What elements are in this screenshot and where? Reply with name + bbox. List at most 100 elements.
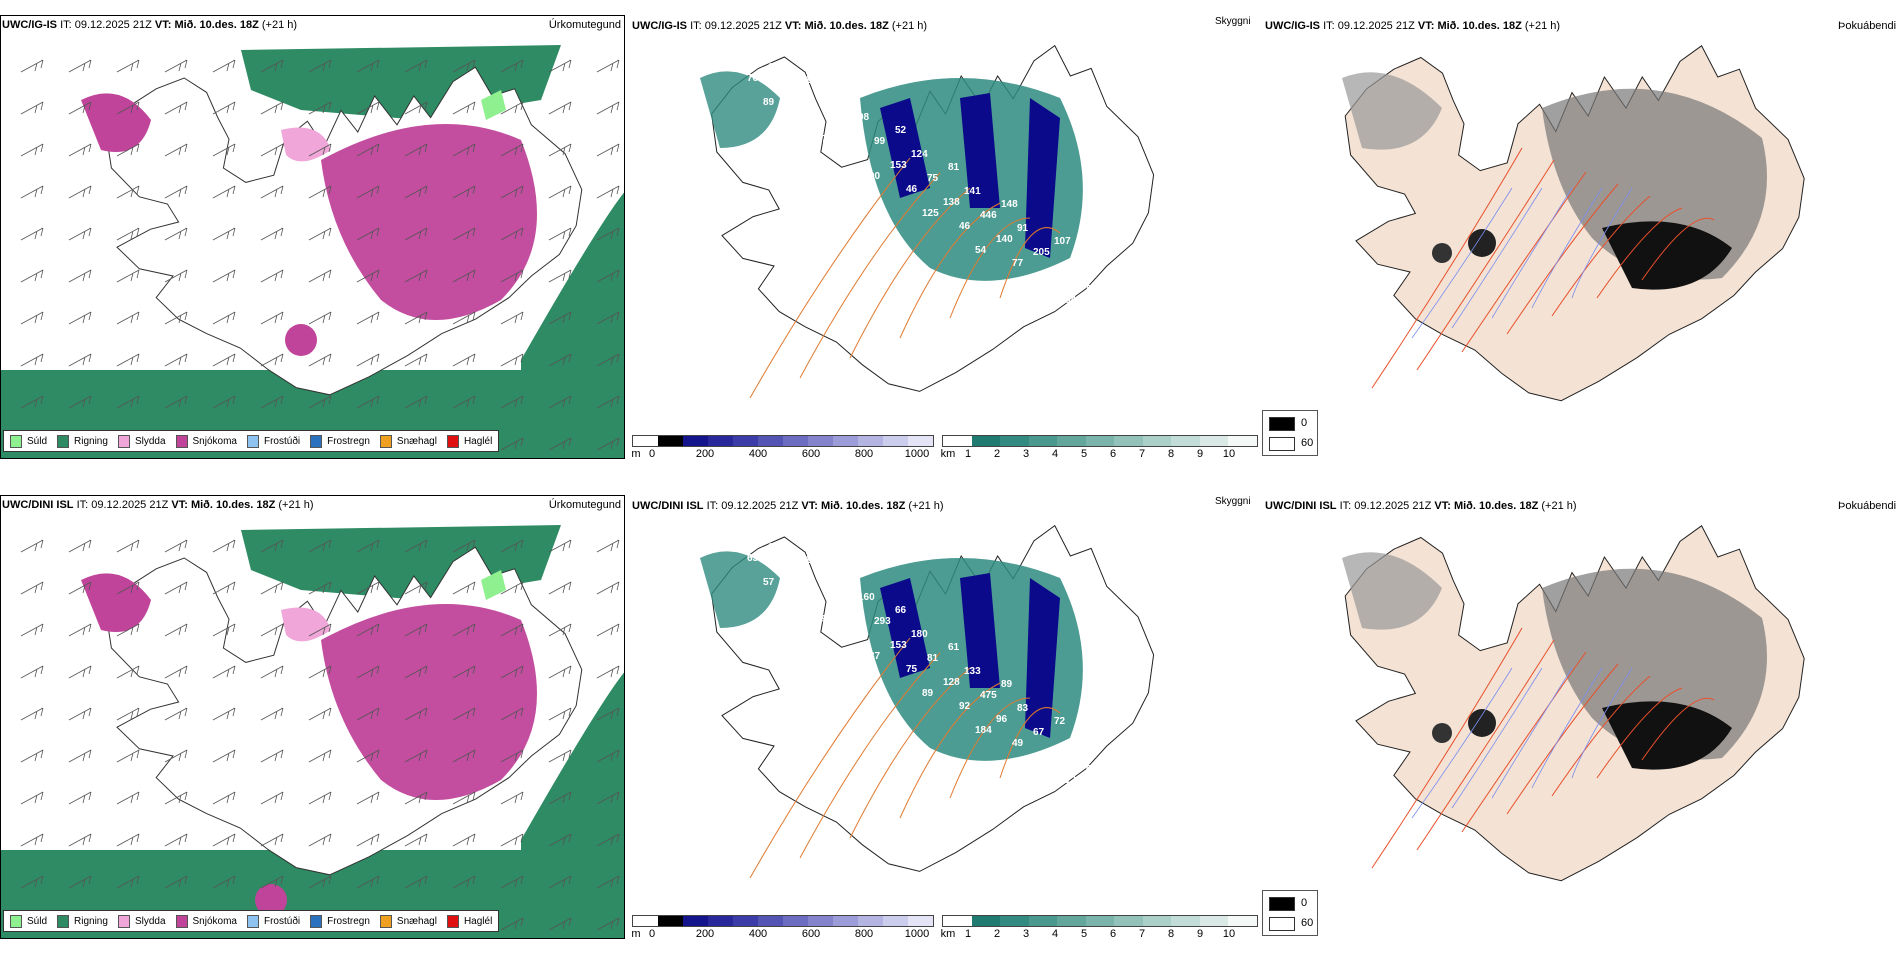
fog-indicator-label: Þokuábendi [1838,20,1897,32]
visibility-colorbar-segment [1028,436,1058,446]
wind-barb [164,185,188,199]
visibility-tick-label: 5 [1080,448,1088,460]
it-label: IT: [76,499,89,511]
legend-swatch [310,914,323,928]
wind-barb [500,437,524,451]
model-name: UWC/IG-IS [1265,20,1320,32]
wind-barb [164,143,188,157]
wind-barb [308,395,332,409]
legend-swatch [379,914,392,928]
wind-barb [548,791,572,805]
legend-swatch [117,434,130,448]
wind-barb [164,395,188,409]
wind-barb [164,707,188,721]
drizzle-area [481,90,506,120]
wind-barb [500,269,524,283]
wind-barb [68,833,92,847]
legend-item: Súld [10,434,47,448]
legend-swatch [10,914,22,928]
height-colorbar-segment [683,916,708,926]
wind-barb [548,143,572,157]
legend-label: Frostregn [327,915,370,927]
visibility-value-label: 89 [784,566,796,577]
road-line [1506,663,1619,815]
wind-barb [452,581,476,595]
visibility-tick-label: 1 [964,448,972,460]
lead-time: (+21 h) [908,500,944,512]
wind-barb [260,353,284,367]
wind-barb [500,59,524,73]
wind-barb [452,833,476,847]
visibility-ticks: km 1 2 3 4 5 6 7 8 9 10 [941,928,1258,942]
height-colorbar-segment [858,916,883,926]
river-line [1571,667,1633,779]
visibility-map: 150 89 47 90 125 54 52 48 52 76 59 37 46 46 77 54 89 146 1… [700,44,1155,399]
model-name: UWC/DINI ISL [1265,500,1337,512]
it-value: 09.12.2025 21Z [74,19,152,31]
wind-barb [164,833,188,847]
wind-barb [116,311,140,325]
river-line [1451,667,1543,809]
road-line [849,187,971,359]
height-colorbar-segment [733,436,758,446]
wind-barb [596,353,620,367]
wind-barb [404,395,428,409]
wind-barb [116,539,140,553]
visibility-value-label: 135 [784,86,801,97]
wind-barb [500,875,524,889]
wind-barb [308,269,332,283]
height-tick-label: 600 [801,928,821,940]
wind-barb [116,581,140,595]
wind-barb [68,539,92,553]
wind-barb [308,227,332,241]
vt-label: VT: [154,19,172,31]
visibility-value-label: 140 [996,234,1013,245]
wind-barb [356,143,380,157]
wind-barb [404,875,428,889]
wind-barb [452,59,476,73]
wind-barb [356,185,380,199]
wind-barb [212,269,236,283]
legend-item: Snæhagl [379,914,437,928]
wind-barb [116,101,140,115]
wind-barb [500,665,524,679]
legend-item: Frostregn [310,914,370,928]
wind-barb [20,665,44,679]
wind-barb [260,143,284,157]
legend-label: Slydda [134,915,166,927]
model-name: UWC/DINI ISL [632,500,704,512]
road-line [949,697,1031,799]
legend-swatch [57,914,70,928]
wind-barb [260,395,284,409]
visibility-tick-label: 9 [1196,448,1204,460]
legend-item: Frostúði [246,914,300,928]
wind-barb [308,143,332,157]
legend-item: Rigning [57,914,108,928]
wind-barb [308,101,332,115]
lead-time: (+21 h) [261,19,298,31]
wind-barb [68,707,92,721]
fog-legend: 0 60 [1262,890,1318,936]
wind-barb [260,101,284,115]
legend-label: Slydda [134,435,166,447]
legend-label: Snæhagl [396,435,437,447]
visibility-tick-label: 6 [1109,448,1117,460]
wind-barb [548,311,572,325]
wind-barb [212,59,236,73]
wind-barb [548,749,572,763]
fog-legend-label-1: 60 [1301,917,1314,929]
visibility-colorbar [942,435,1258,447]
visibility-value-label: 12 [1065,775,1077,786]
wind-barb [212,101,236,115]
visibility-tick-label: 3 [1022,928,1030,940]
wind-barb [596,395,620,409]
wind-barb [452,875,476,889]
road-line [1371,627,1523,869]
wind-barb [260,59,284,73]
road-line [1461,651,1587,833]
wind-barb [452,353,476,367]
visibility-value-label: 70 [1070,260,1082,271]
precip-legend: Súld Rigning Slydda Snjókoma Frostúði Frostre… [3,910,500,932]
wind-barb [260,833,284,847]
wind-barb [20,581,44,595]
